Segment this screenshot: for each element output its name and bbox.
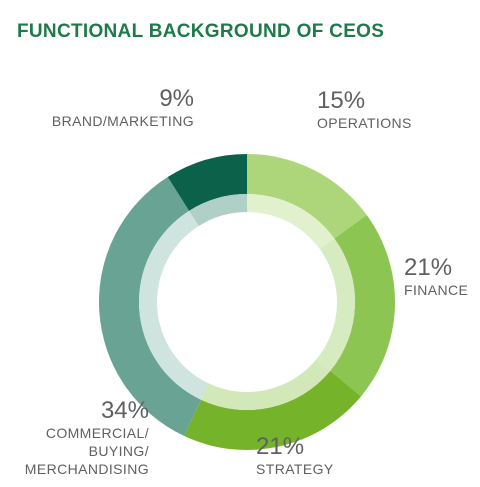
category-label-operations: OPERATIONS	[317, 115, 412, 131]
label-strategy: 21% STRATEGY	[256, 434, 334, 478]
slice-commercial-buying-merchandising	[98, 177, 202, 436]
value-label-operations: 15%	[317, 87, 366, 114]
category-label-brand-marketing: BRAND/MARKETING	[51, 113, 194, 129]
label-commercial: 34% COMMERCIAL/ BUYING/ MERCHANDISING	[25, 398, 149, 478]
category-label-commercial-line-2: BUYING/	[88, 443, 149, 459]
value-label-commercial: 34%	[100, 397, 149, 424]
slice-operations	[247, 154, 367, 239]
label-operations: 15% OPERATIONS	[317, 88, 412, 132]
category-label-commercial-line-3: MERCHANDISING	[24, 461, 149, 477]
category-label-commercial-line-1: COMMERCIAL/	[45, 425, 149, 441]
slice-brand-marketing	[167, 154, 247, 211]
slice-inner-operations	[247, 194, 335, 250]
category-label-strategy: STRATEGY	[256, 461, 334, 477]
slice-inner-commercial-buying-merchandising	[139, 210, 209, 400]
value-label-strategy: 21%	[256, 433, 305, 460]
slice-inner-brand-marketing	[189, 194, 247, 227]
category-label-finance: FINANCE	[404, 282, 469, 298]
chart-title: FUNCTIONAL BACKGROUND OF CEOS	[17, 21, 385, 42]
slice-strategy	[183, 370, 362, 450]
slice-inner-finance	[316, 238, 356, 371]
label-finance: 21% FINANCE	[404, 255, 468, 299]
slice-finance	[330, 215, 395, 397]
value-label-brand-marketing: 9%	[159, 85, 194, 112]
value-label-finance: 21%	[404, 254, 453, 281]
slice-inner-strategy	[201, 359, 331, 410]
label-brand-marketing: 9% BRAND/MARKETING	[52, 86, 194, 130]
